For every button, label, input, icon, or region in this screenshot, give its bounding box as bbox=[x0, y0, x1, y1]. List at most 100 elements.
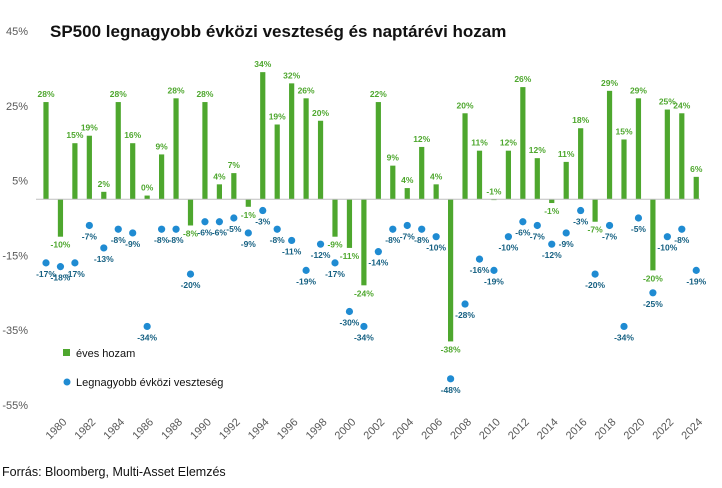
dot-1981 bbox=[56, 263, 65, 271]
dot-2008 bbox=[447, 375, 455, 383]
dot-1990 bbox=[186, 270, 195, 278]
bar-1986 bbox=[130, 143, 136, 200]
bar-label-2018: -7% bbox=[588, 225, 604, 235]
bar-2007 bbox=[433, 184, 439, 200]
dot-label-1993: -5% bbox=[226, 224, 242, 234]
bar-label-2004: 9% bbox=[387, 153, 400, 163]
bar-label-1996: 19% bbox=[269, 112, 286, 122]
bar-label-2012: 12% bbox=[500, 138, 517, 148]
legend-dot-swatch bbox=[63, 378, 71, 386]
bar-1987 bbox=[144, 195, 150, 200]
dot-label-2016: -9% bbox=[559, 239, 575, 249]
bar-label-1997: 32% bbox=[283, 70, 300, 80]
dot-1988 bbox=[158, 225, 166, 233]
dot-2017 bbox=[577, 206, 585, 215]
chart-title: SP500 legnagyobb évközi veszteség és nap… bbox=[50, 22, 506, 41]
dot-1982 bbox=[71, 259, 79, 267]
dot-2020 bbox=[620, 322, 628, 331]
bar-1996 bbox=[274, 124, 280, 200]
bar-label-2019: 29% bbox=[601, 78, 618, 88]
bar-2015 bbox=[549, 199, 555, 204]
dot-1984 bbox=[100, 244, 108, 252]
dot-1991 bbox=[201, 218, 209, 226]
bar-1994 bbox=[245, 199, 251, 207]
legend-bar-swatch bbox=[63, 349, 70, 356]
dot-label-2002: -34% bbox=[354, 332, 374, 342]
dot-label-2001: -30% bbox=[340, 318, 360, 328]
bar-label-1998: 26% bbox=[298, 85, 315, 95]
dot-label-2012: -10% bbox=[498, 243, 518, 253]
dot-1980 bbox=[42, 259, 50, 267]
bar-label-2005: 4% bbox=[401, 175, 414, 185]
dot-label-2011: -19% bbox=[484, 276, 504, 286]
bar-2023 bbox=[664, 109, 670, 200]
dot-1998 bbox=[302, 266, 310, 274]
bar-2012 bbox=[505, 150, 511, 200]
bar-1985 bbox=[115, 102, 121, 200]
dot-2015 bbox=[548, 240, 556, 248]
dot-label-2019: -7% bbox=[602, 231, 618, 241]
bar-1995 bbox=[260, 72, 266, 200]
bar-label-2003: 22% bbox=[370, 89, 387, 99]
y-tick-label: 25% bbox=[6, 101, 28, 113]
bar-2017 bbox=[578, 128, 584, 200]
dot-label-2020: -34% bbox=[614, 332, 634, 342]
dot-label-1987: -34% bbox=[137, 332, 157, 342]
bar-label-2010: 11% bbox=[471, 138, 488, 148]
bar-1980 bbox=[43, 102, 49, 200]
dot-label-2017: -3% bbox=[573, 217, 589, 227]
dot-label-2023: -10% bbox=[657, 243, 677, 253]
bar-label-1988: 9% bbox=[155, 141, 168, 151]
bar-label-2006: 12% bbox=[413, 134, 430, 144]
dot-label-2010: -16% bbox=[470, 265, 490, 275]
dot-label-2013: -6% bbox=[515, 228, 531, 238]
bar-label-2011: -1% bbox=[486, 186, 502, 196]
dot-label-2024: -8% bbox=[674, 235, 690, 245]
dot-2021 bbox=[634, 214, 643, 222]
dot-label-1994: -9% bbox=[241, 239, 257, 249]
bar-2014 bbox=[534, 158, 540, 200]
y-tick-label: -15% bbox=[2, 250, 28, 262]
bar-label-2017: 18% bbox=[572, 115, 589, 125]
dot-label-2004: -8% bbox=[385, 235, 401, 245]
dot-label-1989: -8% bbox=[168, 235, 184, 245]
bar-1990 bbox=[187, 199, 194, 226]
dot-label-1985: -8% bbox=[111, 235, 127, 245]
dot-label-2018: -20% bbox=[585, 280, 605, 290]
dot-2005 bbox=[403, 221, 411, 230]
dot-1995 bbox=[259, 206, 267, 215]
dot-2012 bbox=[504, 233, 512, 241]
dot-label-1997: -11% bbox=[282, 246, 302, 256]
bar-label-1991: 28% bbox=[196, 89, 213, 99]
bar-2020 bbox=[621, 139, 627, 200]
dot-label-1991: -6% bbox=[197, 228, 213, 238]
bar-label-1999: 20% bbox=[312, 108, 329, 118]
bar-2016 bbox=[563, 161, 569, 200]
dot-2014 bbox=[533, 221, 541, 230]
dot-2000 bbox=[331, 259, 339, 267]
bar-series bbox=[43, 72, 699, 342]
legend-bar-label: éves hozam bbox=[76, 348, 135, 360]
bar-1992 bbox=[216, 184, 222, 200]
dot-label-2014: -7% bbox=[530, 231, 546, 241]
dot-label-2025: -19% bbox=[686, 276, 706, 286]
bar-label-2022: -20% bbox=[643, 273, 663, 283]
y-tick-label: 5% bbox=[12, 176, 28, 188]
bar-label-2009: 20% bbox=[457, 100, 474, 110]
dot-label-1998: -19% bbox=[296, 276, 316, 286]
bar-labels: 28%-10%15%19%2%28%16%0%9%28%-8%28%4%7%-1… bbox=[37, 59, 702, 354]
dot-label-1995: -3% bbox=[255, 217, 271, 227]
bar-2000 bbox=[332, 199, 338, 237]
dot-label-1980: -17% bbox=[36, 269, 56, 279]
dot-1985 bbox=[114, 225, 122, 233]
bar-label-2015: -1% bbox=[544, 206, 560, 216]
dot-label-1988: -8% bbox=[154, 235, 170, 245]
bar-2010 bbox=[476, 150, 483, 200]
bar-1981 bbox=[57, 199, 64, 237]
bar-1989 bbox=[173, 98, 179, 200]
dot-2013 bbox=[519, 218, 527, 226]
bar-label-1985: 28% bbox=[110, 89, 127, 99]
bar-2001 bbox=[346, 199, 353, 248]
bar-label-2016: 11% bbox=[558, 149, 575, 159]
